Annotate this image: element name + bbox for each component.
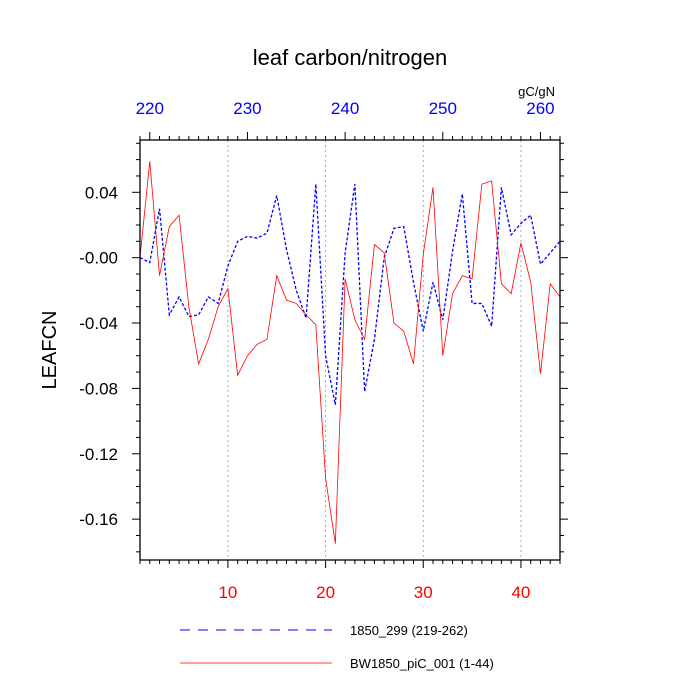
bottom-tick-label: 20 [316,583,335,602]
y-axis-label: LEAFCN [39,311,61,390]
y-tick-label: -0.12 [79,445,118,464]
y-tick-label: -0.04 [79,314,118,333]
chart-title: leaf carbon/nitrogen [253,45,447,70]
bottom-tick-label: 40 [511,583,530,602]
series-layer [139,161,561,544]
top-axis-units: gC/gN [518,84,555,99]
top-tick-label: 220 [136,99,164,118]
top-tick-label: 240 [331,99,359,118]
top-tick-label: 260 [526,99,554,118]
y-tick-label: 0.04 [85,183,118,202]
axes-layer: 10 20 30 40 220 230 240 250 260 0.04 -0.00 -0.04 -0.… [79,99,568,602]
grid-layer [227,140,522,560]
bottom-tick-label: 30 [414,583,433,602]
bottom-tick-label: 10 [218,583,237,602]
legend-label-2: BW1850_piC_001 (1-44) [350,656,494,671]
top-tick-label: 250 [429,99,457,118]
plot-frame [139,139,561,561]
top-tick-label: 230 [233,99,261,118]
series-line-2 [139,161,561,544]
series-line-1 [139,184,561,405]
y-tick-label: -0.08 [79,379,118,398]
y-tick-label: -0.00 [79,249,118,268]
legend-label-1: 1850_299 (219-262) [350,623,468,638]
legend: 1850_299 (219-262) BW1850_piC_001 (1-44) [180,623,494,671]
y-tick-label: -0.16 [79,510,118,529]
